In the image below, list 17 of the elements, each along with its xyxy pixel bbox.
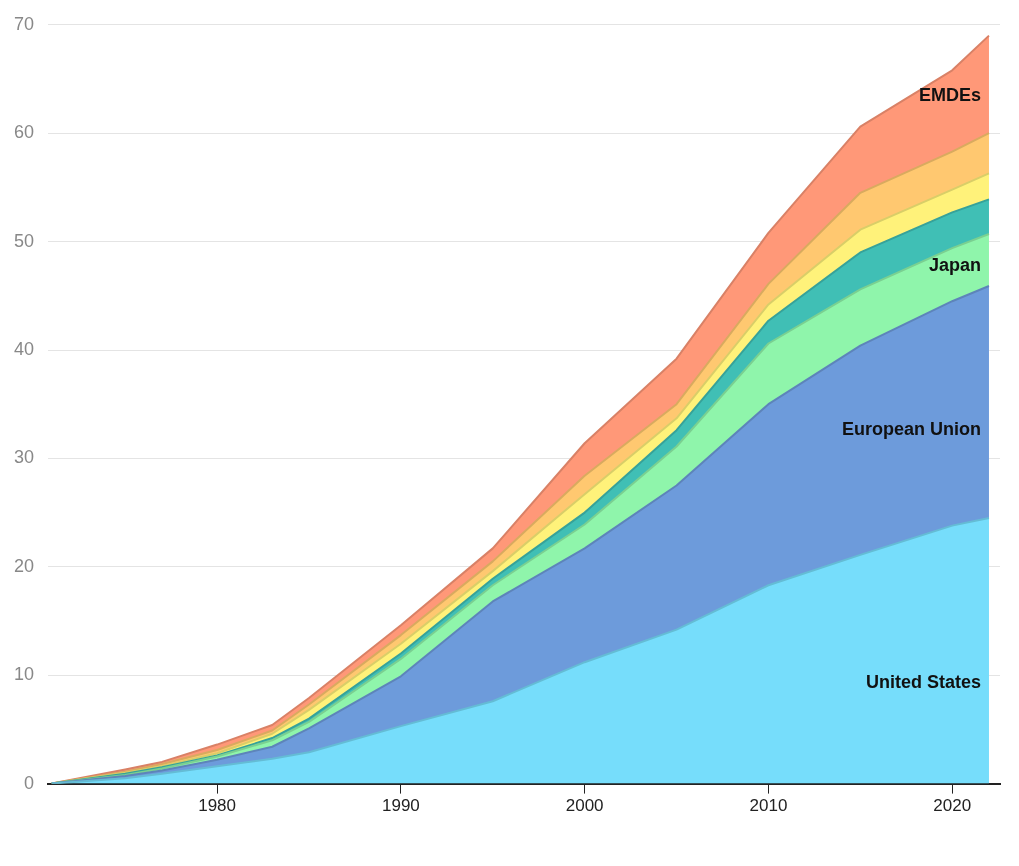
y-tick-label: 10 [13, 664, 35, 685]
y-tick-label: 30 [13, 447, 35, 468]
x-tick-label: 2000 [565, 796, 604, 816]
y-tick-label: 40 [13, 338, 35, 359]
y-tick-label: 0 [24, 772, 35, 793]
series-label: EMDEs [918, 85, 981, 106]
x-tick-label: 2010 [749, 796, 788, 816]
series-label: United States [865, 671, 981, 692]
series-label: Japan [928, 255, 981, 276]
x-tick-label: 1980 [198, 796, 237, 816]
series-label: European Union [841, 418, 981, 439]
y-tick-label: 20 [13, 555, 35, 576]
y-tick-label: 60 [13, 122, 35, 143]
x-tick-label: 2020 [933, 796, 972, 816]
y-tick-label: 50 [13, 230, 35, 251]
y-tick-label: 70 [13, 13, 35, 34]
x-tick-label: 1990 [381, 796, 420, 816]
